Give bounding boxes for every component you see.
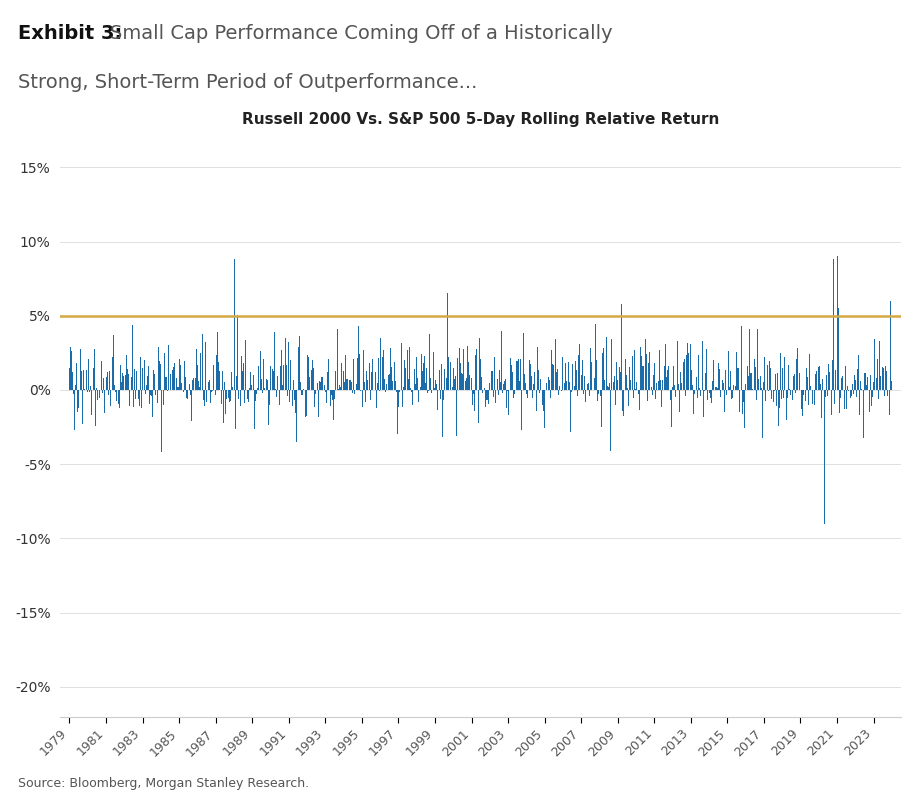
Title: Russell 2000 Vs. S&P 500 5-Day Rolling Relative Return: Russell 2000 Vs. S&P 500 5-Day Rolling R…	[242, 112, 719, 127]
Text: Small Cap Performance Coming Off of a Historically: Small Cap Performance Coming Off of a Hi…	[110, 24, 613, 44]
Text: Strong, Short-Term Period of Outperformance...: Strong, Short-Term Period of Outperforma…	[18, 73, 478, 92]
Text: Source: Bloomberg, Morgan Stanley Research.: Source: Bloomberg, Morgan Stanley Resear…	[18, 777, 310, 790]
Text: Exhibit 3:: Exhibit 3:	[18, 24, 123, 44]
